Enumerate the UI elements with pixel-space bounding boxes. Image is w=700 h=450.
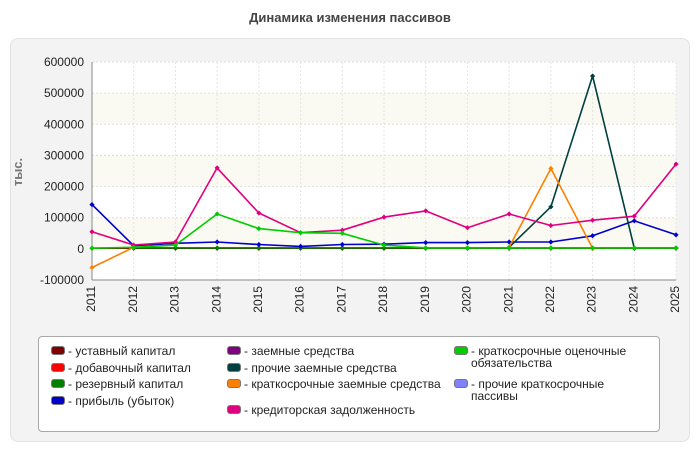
x-tick-label: 2023 <box>585 286 599 313</box>
data-point <box>339 245 345 251</box>
legend-swatch <box>454 379 468 388</box>
data-point <box>631 213 637 219</box>
legend-swatch <box>51 346 65 355</box>
data-point <box>423 245 429 251</box>
chart-legend: - уставный капитал - добавочный капитал - … <box>38 336 660 432</box>
x-tick-label: 2013 <box>168 286 182 313</box>
y-tick-label: 200000 <box>44 180 84 194</box>
data-point <box>589 233 596 239</box>
data-point <box>339 241 345 248</box>
legend-swatch <box>227 346 241 355</box>
y-tick-label: 0 <box>77 242 84 256</box>
x-tick-label: 2017 <box>334 286 348 313</box>
data-point <box>214 239 220 245</box>
data-point <box>131 244 137 250</box>
y-tick-label: 600000 <box>44 55 84 69</box>
x-tick-label: 2015 <box>251 286 265 313</box>
data-point <box>673 232 679 238</box>
data-point <box>89 229 95 235</box>
data-point <box>464 245 471 251</box>
legend-label: - краткосрочные заемные средства <box>244 377 441 391</box>
data-point <box>89 202 95 208</box>
data-point <box>548 222 554 229</box>
data-point <box>464 240 471 246</box>
x-tick-label: 2018 <box>376 286 390 313</box>
data-point <box>256 226 262 232</box>
data-point <box>631 245 637 251</box>
legend-label: - прочие заемные средства <box>244 361 397 375</box>
legend-swatch <box>227 405 241 414</box>
data-point <box>214 165 220 171</box>
legend-label: - прибыль (убыток) <box>68 394 175 408</box>
legend-swatch <box>51 363 65 372</box>
chart-title: Динамика изменения пассивов <box>249 10 451 25</box>
x-tick-label: 2021 <box>501 286 515 313</box>
data-point <box>172 245 179 251</box>
y-tick-label: 400000 <box>44 117 84 131</box>
x-tick-label: 2012 <box>126 286 140 313</box>
data-point <box>631 218 637 224</box>
data-point <box>381 245 387 251</box>
data-point <box>381 214 387 220</box>
legend-swatch <box>227 363 241 372</box>
y-tick-label: 500000 <box>44 86 84 100</box>
data-point <box>89 264 95 271</box>
y-tick-label: 300000 <box>44 148 84 162</box>
data-point <box>256 241 262 248</box>
legend-swatch <box>51 379 65 388</box>
data-point <box>423 208 429 214</box>
data-point <box>548 204 554 210</box>
data-point <box>589 217 596 223</box>
x-tick-label: 2025 <box>668 286 682 313</box>
data-point <box>297 230 304 236</box>
data-point <box>673 245 679 251</box>
x-tick-label: 2011 <box>84 286 98 312</box>
legend-swatch <box>454 346 468 355</box>
legend-label: - уставный капитал <box>68 344 176 358</box>
x-tick-label: 2014 <box>209 286 223 313</box>
data-point <box>89 245 95 251</box>
data-point <box>589 245 596 251</box>
data-point <box>548 245 554 251</box>
data-point <box>506 245 512 251</box>
legend-label: - резервный капитал <box>68 377 184 391</box>
legend-swatch <box>227 379 241 388</box>
data-point <box>256 245 262 251</box>
data-point <box>589 73 596 79</box>
data-point <box>464 225 471 231</box>
data-point <box>297 243 304 249</box>
data-point <box>548 165 554 172</box>
data-point <box>339 230 345 236</box>
data-point <box>548 239 554 245</box>
legend-label: - прочие краткосрочные пассивы <box>471 377 605 403</box>
x-tick-label: 2022 <box>543 286 557 313</box>
legend-label: - заемные средства <box>244 344 355 358</box>
x-tick-label: 2016 <box>293 286 307 313</box>
y-axis-label: тыс. <box>10 158 25 186</box>
data-point <box>214 211 220 217</box>
x-tick-label: 2020 <box>460 286 474 313</box>
y-tick-label: -100000 <box>40 273 84 287</box>
data-point <box>339 227 345 233</box>
data-point <box>214 245 220 251</box>
data-point <box>506 239 512 245</box>
data-point <box>381 242 387 248</box>
legend-label: - добавочный капитал <box>68 361 191 375</box>
legend-swatch <box>51 396 65 405</box>
data-point <box>423 240 429 246</box>
x-tick-label: 2019 <box>418 286 432 313</box>
data-point <box>256 210 262 216</box>
data-point <box>506 211 512 217</box>
x-tick-label: 2024 <box>626 286 640 313</box>
series-line-5 <box>508 75 636 249</box>
legend-label: - краткосрочные оценочные обязательства <box>471 344 627 370</box>
legend-label: - кредиторская задолженность <box>244 403 416 417</box>
data-point <box>172 242 179 248</box>
y-tick-label: 100000 <box>44 211 84 225</box>
data-point <box>673 161 679 167</box>
